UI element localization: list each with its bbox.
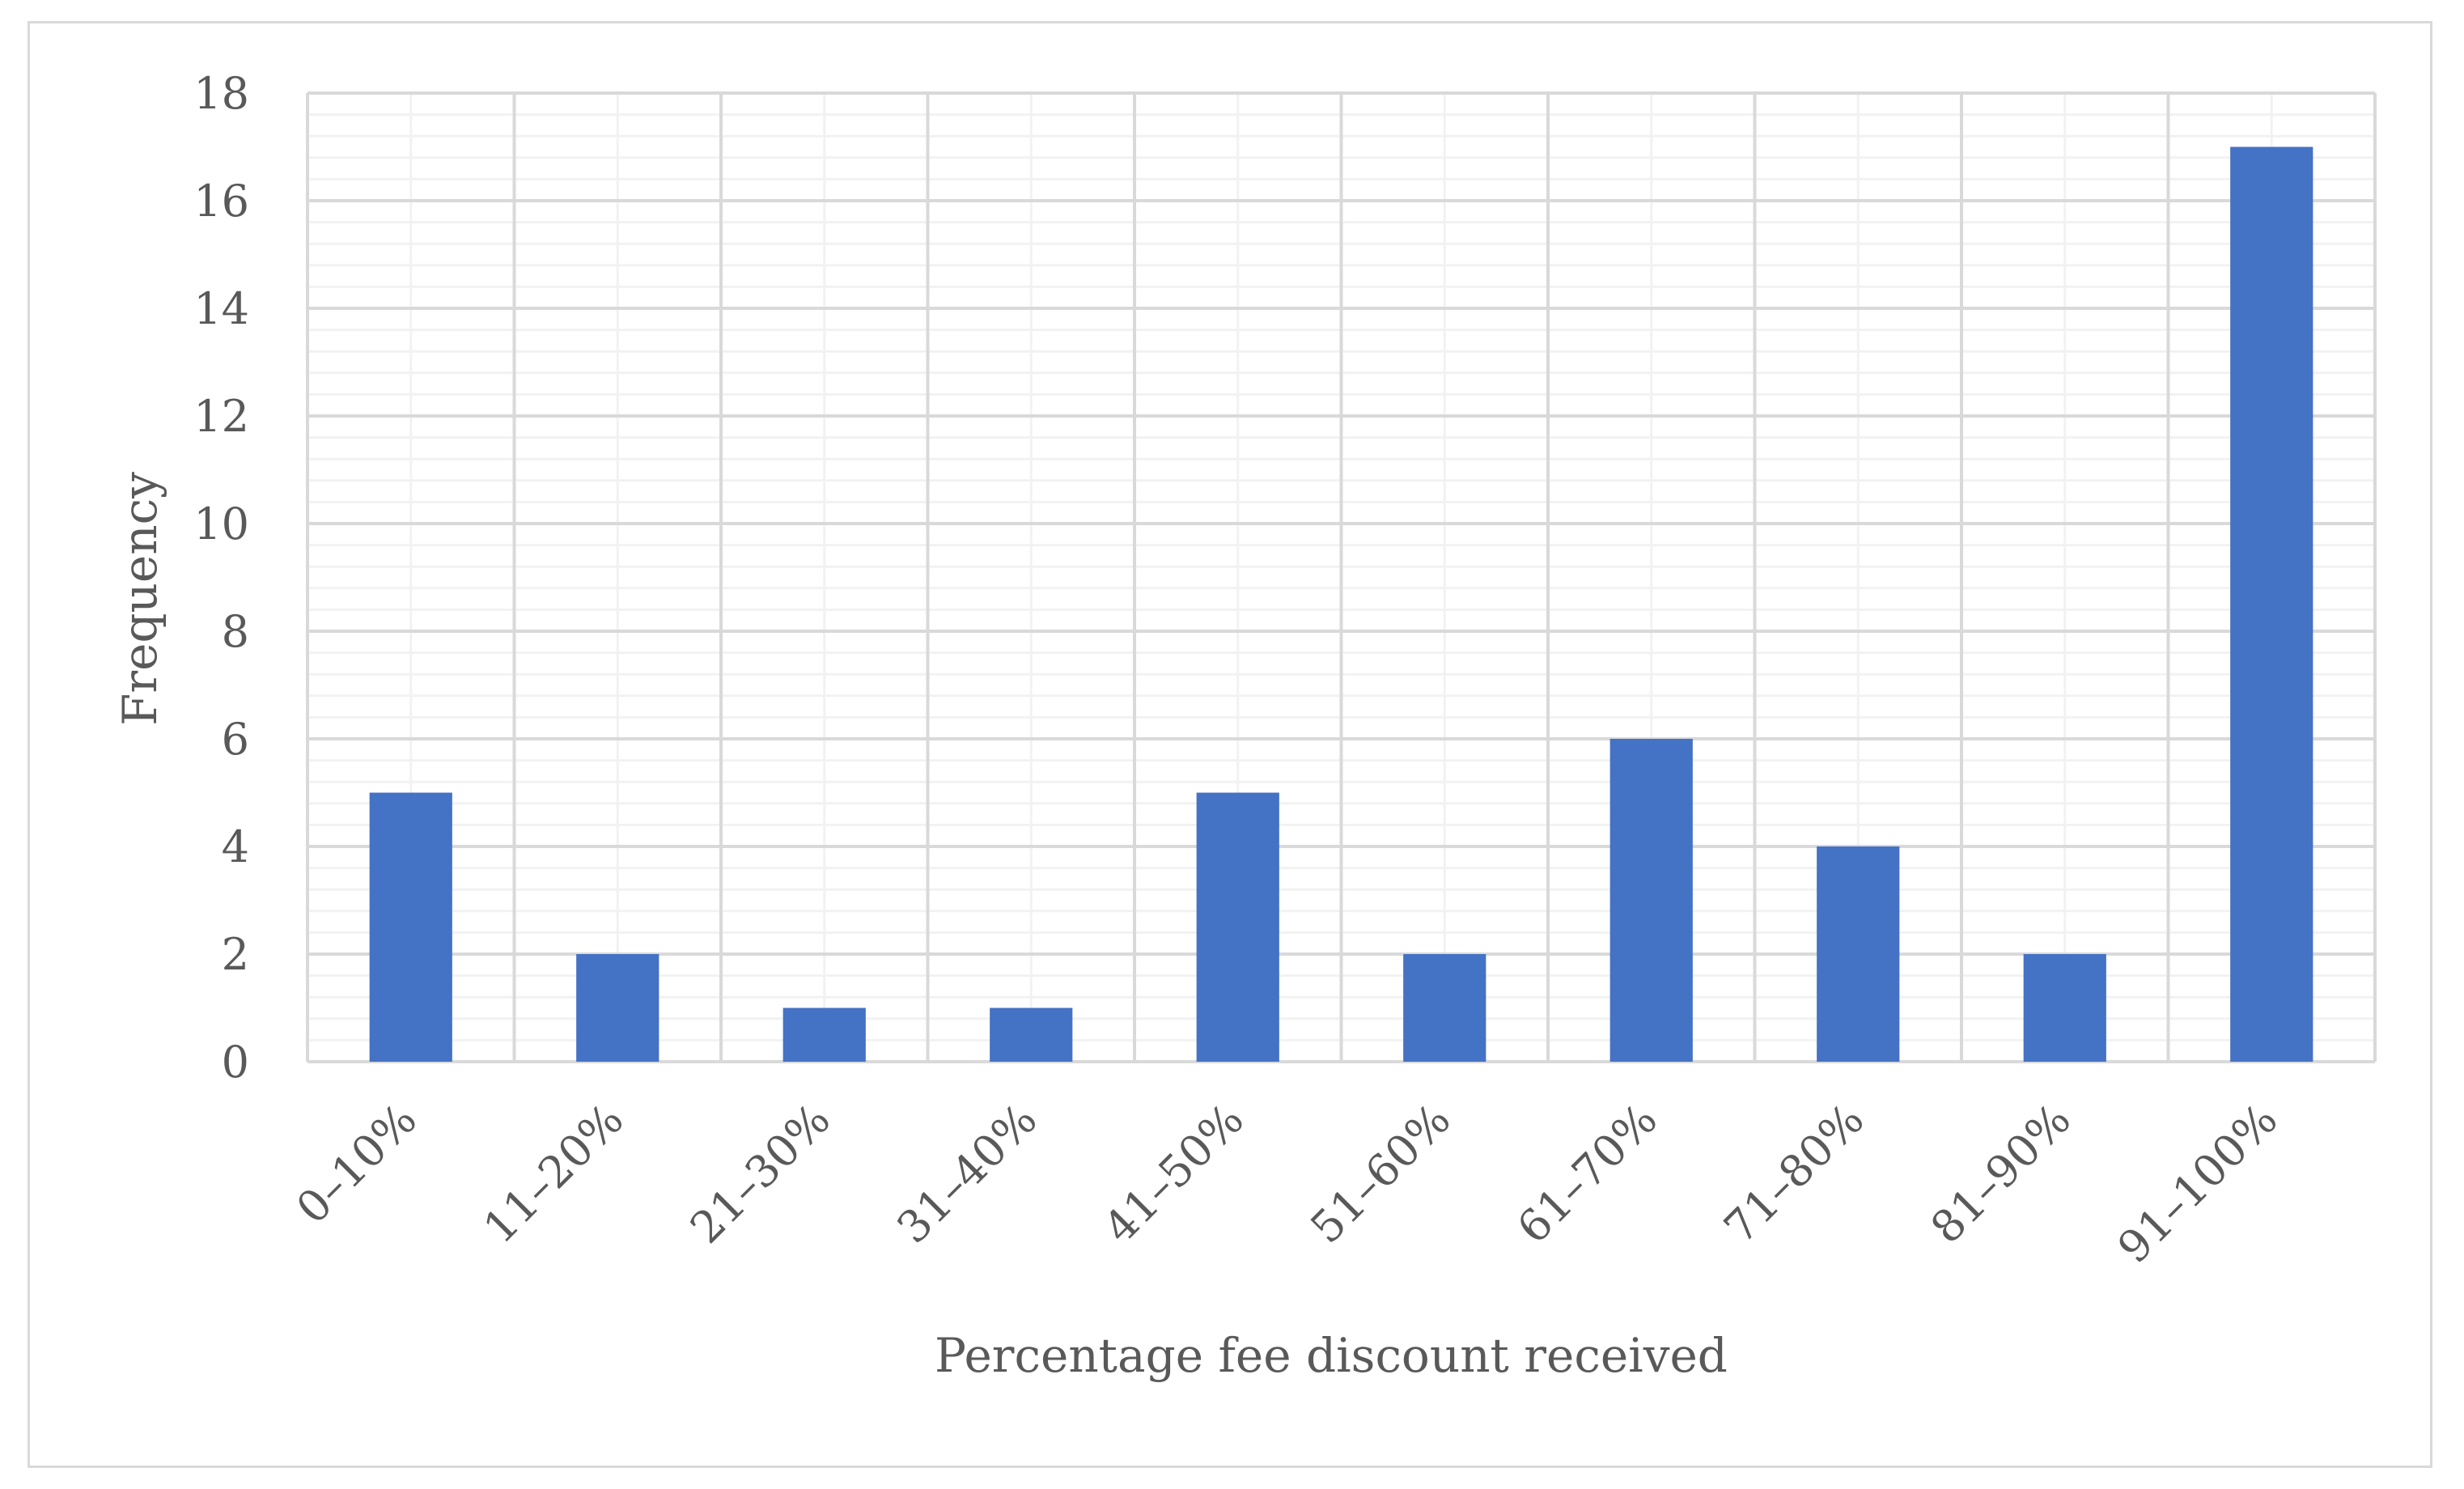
x-tick-label: 41–50% bbox=[1094, 1094, 1253, 1254]
y-tick-label: 10 bbox=[193, 498, 249, 549]
bar bbox=[1196, 792, 1279, 1062]
bar bbox=[576, 954, 659, 1062]
y-tick-label: 8 bbox=[222, 606, 249, 657]
y-tick-label: 6 bbox=[222, 714, 249, 765]
y-tick-label: 14 bbox=[193, 283, 249, 334]
x-tick-label: 31–40% bbox=[887, 1094, 1046, 1254]
bar bbox=[2023, 954, 2106, 1062]
x-tick-label: 61–70% bbox=[1508, 1094, 1667, 1254]
y-axis-label: Frequency bbox=[112, 472, 168, 726]
bar bbox=[990, 1008, 1073, 1062]
x-tick-label: 71–80% bbox=[1714, 1094, 1873, 1254]
y-tick-label: 18 bbox=[193, 68, 249, 119]
x-tick-label: 51–60% bbox=[1300, 1094, 1460, 1254]
x-tick-label: 21–30% bbox=[681, 1094, 840, 1254]
bar bbox=[1817, 846, 1900, 1062]
x-tick-label: 91–100% bbox=[2108, 1094, 2287, 1273]
x-tick-label: 0–10% bbox=[286, 1094, 426, 1234]
grid-lines bbox=[306, 91, 2377, 1063]
x-axis-ticks: 0–10% 11–20% 21–30% 31–40% 41–50% 51–60% 61–70… bbox=[286, 1094, 2287, 1273]
y-tick-label: 4 bbox=[222, 821, 249, 872]
x-tick-label: 81–90% bbox=[1921, 1094, 2080, 1254]
y-tick-label: 0 bbox=[222, 1037, 249, 1088]
x-axis-label: Percentage fee discount received bbox=[935, 1328, 1728, 1383]
x-tick-label: 11–20% bbox=[473, 1094, 633, 1254]
bar bbox=[1403, 954, 1486, 1062]
chart-frame bbox=[28, 21, 2432, 1468]
bar bbox=[782, 1008, 866, 1062]
bar bbox=[369, 792, 452, 1062]
bar bbox=[1609, 739, 1693, 1062]
y-axis-ticks: 0 2 4 6 8 10 12 14 16 18 bbox=[193, 68, 249, 1088]
bars bbox=[369, 146, 2313, 1062]
bar bbox=[2230, 146, 2313, 1062]
y-tick-label: 2 bbox=[222, 929, 249, 980]
y-tick-label: 12 bbox=[193, 391, 249, 442]
y-tick-label: 16 bbox=[193, 176, 249, 227]
